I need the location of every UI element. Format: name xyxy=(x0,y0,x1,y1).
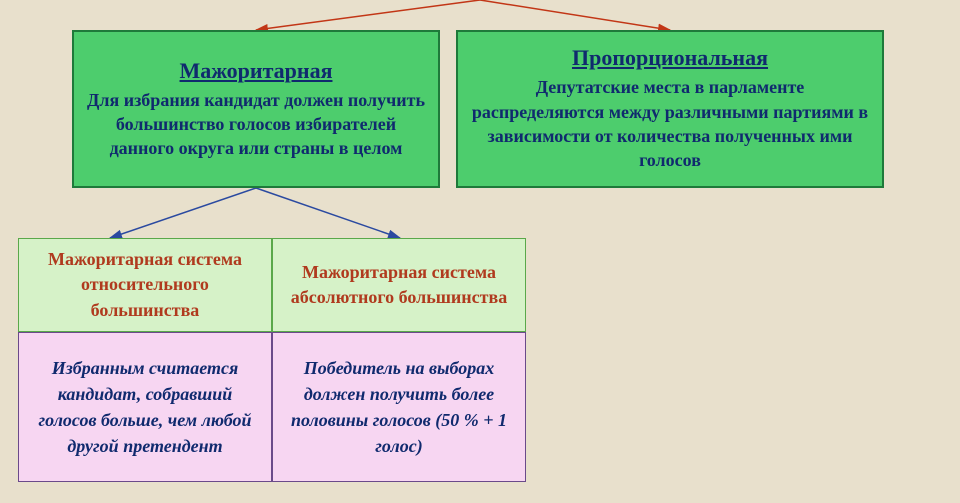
box-proportional: Пропорциональная Депутатские места в пар… xyxy=(456,30,884,188)
box-proportional-title: Пропорциональная xyxy=(572,45,768,71)
subheader-absolute-text: Мажоритарная система абсолютного большин… xyxy=(281,260,517,310)
arrow-mid-right xyxy=(256,188,400,238)
box-proportional-desc: Депутатские места в парламенте распредел… xyxy=(470,75,870,172)
subheader-absolute: Мажоритарная система абсолютного большин… xyxy=(272,238,526,332)
subbody-relative-text: Избранным считается кандидат, собравший … xyxy=(29,355,261,459)
subheader-relative-text: Мажоритарная система относительного боль… xyxy=(27,247,263,323)
subbody-absolute-text: Победитель на выборах должен получить бо… xyxy=(283,355,515,459)
box-majoritarian-title: Мажоритарная xyxy=(180,58,333,84)
subheader-relative: Мажоритарная система относительного боль… xyxy=(18,238,272,332)
arrow-top-right xyxy=(480,0,670,30)
subbody-absolute: Победитель на выборах должен получить бо… xyxy=(272,332,526,482)
arrow-top-left xyxy=(256,0,480,30)
arrow-mid-left xyxy=(110,188,256,238)
box-majoritarian-desc: Для избрания кандидат должен получить бо… xyxy=(86,88,426,161)
subbody-relative: Избранным считается кандидат, собравший … xyxy=(18,332,272,482)
box-majoritarian: Мажоритарная Для избрания кандидат долже… xyxy=(72,30,440,188)
